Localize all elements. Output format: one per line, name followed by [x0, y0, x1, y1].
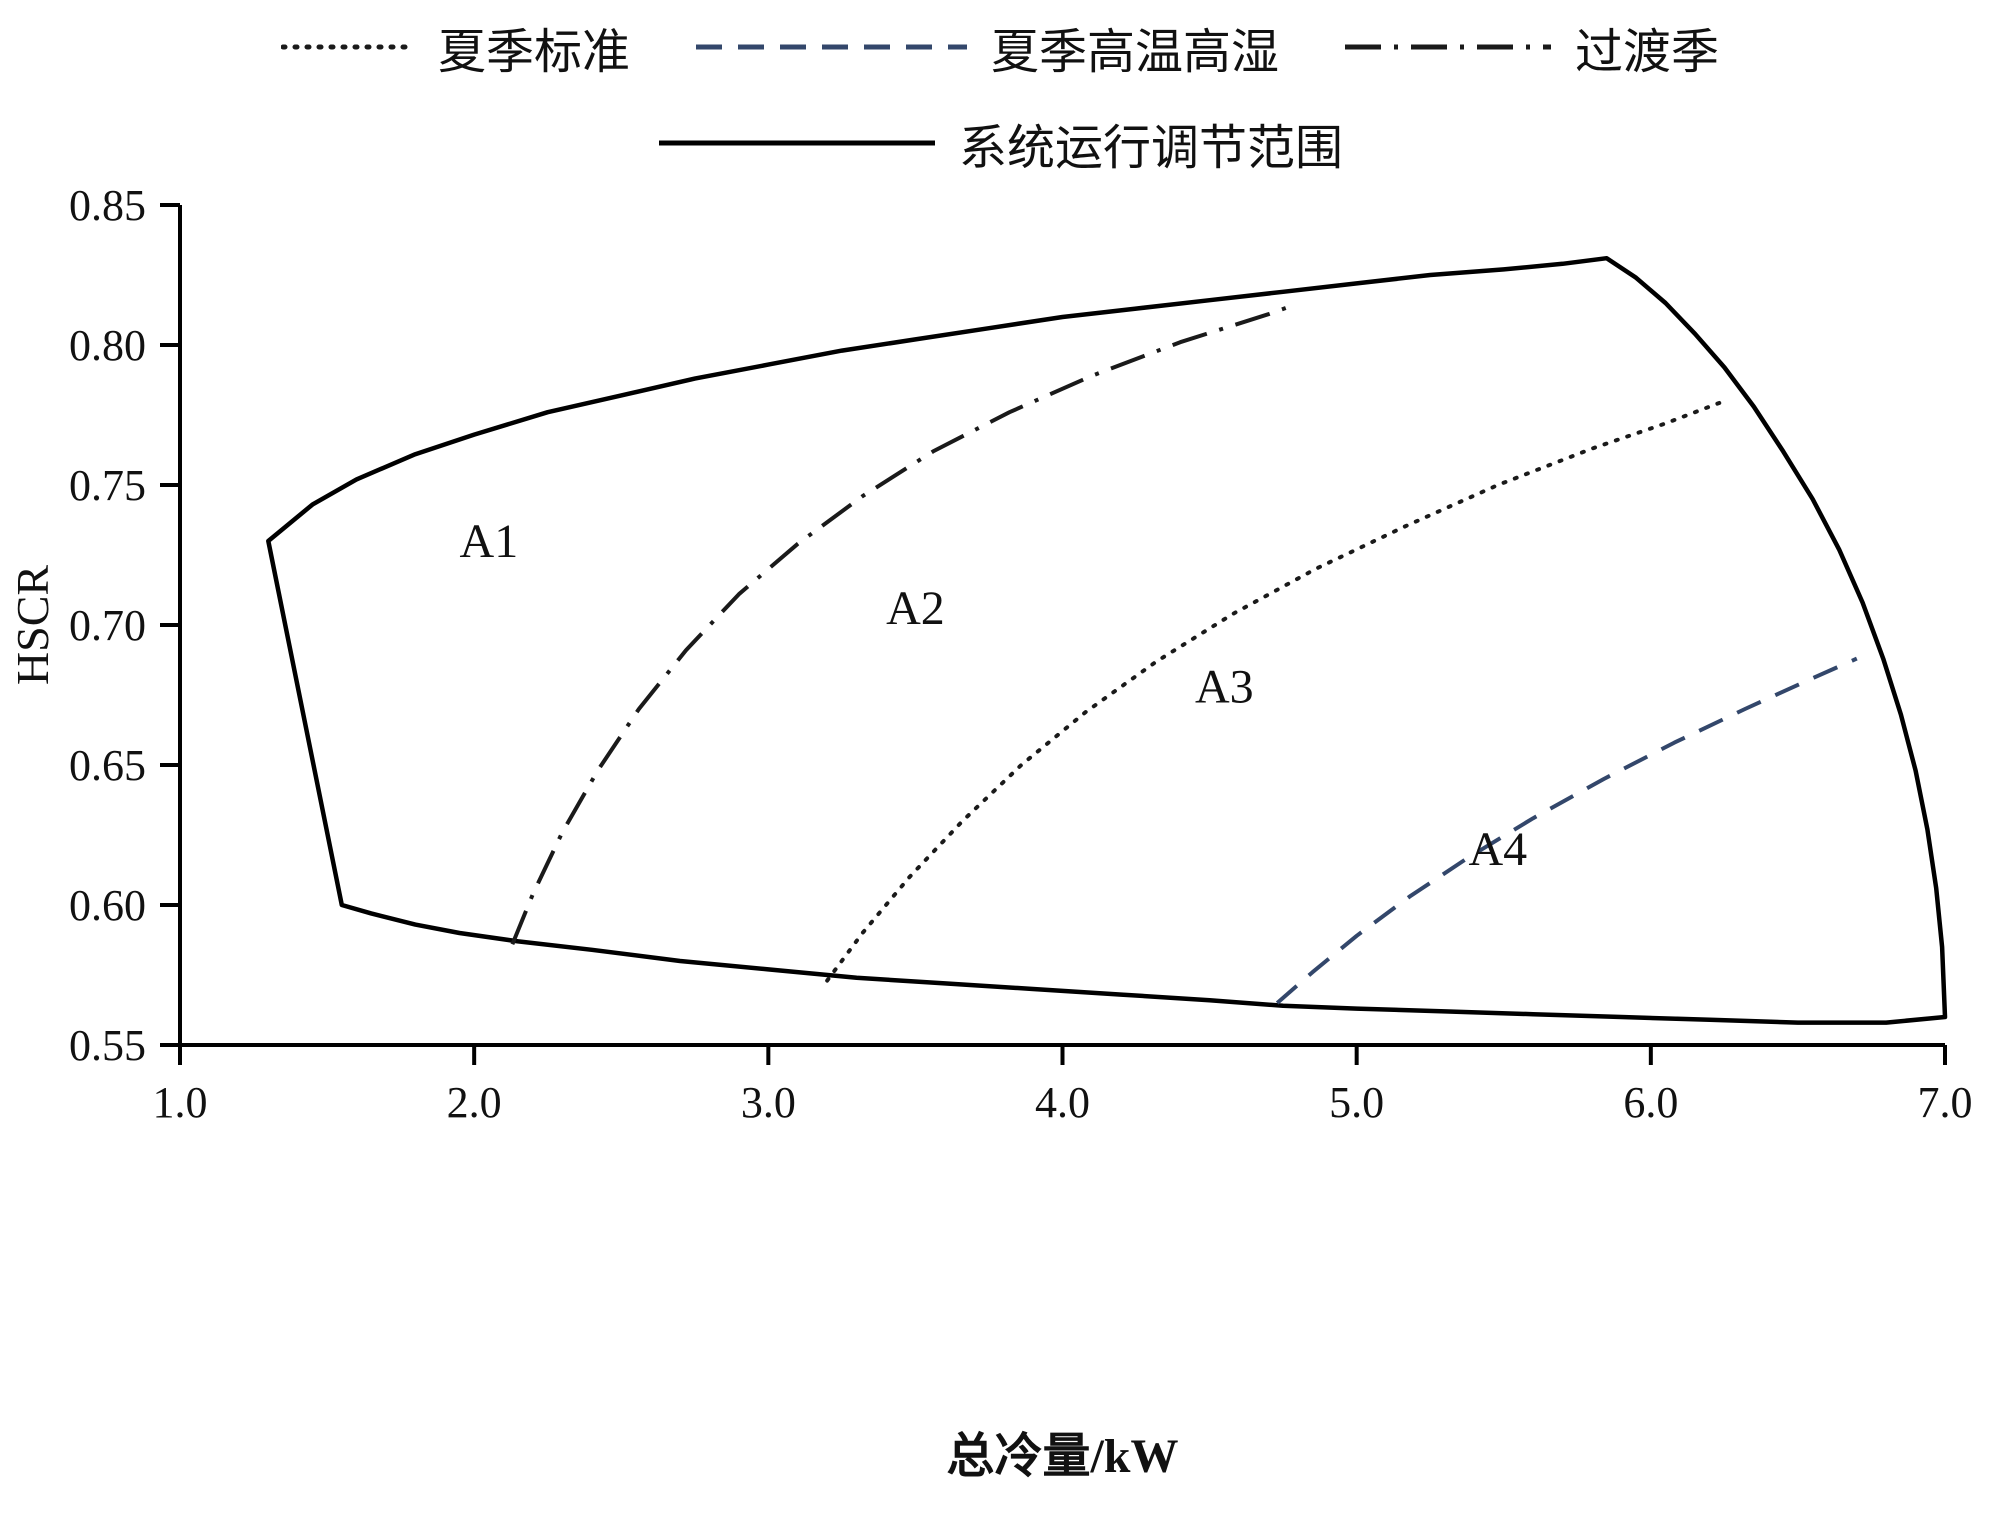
x-axis-title: 总冷量/kW	[946, 1430, 1178, 1483]
x-tick-label: 7.0	[1918, 1078, 1973, 1127]
region-label-A3: A3	[1195, 661, 1254, 714]
transition-season-line	[510, 303, 1293, 945]
y-tick-label: 0.75	[69, 461, 146, 510]
summer-hot-humid-line	[1275, 656, 1858, 1005]
y-tick-label: 0.55	[69, 1021, 146, 1070]
y-tick-label: 0.85	[69, 181, 146, 230]
x-tick-label: 3.0	[741, 1078, 796, 1127]
x-tick-label: 2.0	[447, 1078, 502, 1127]
y-tick-label: 0.70	[69, 601, 146, 650]
region-label-A4: A4	[1469, 823, 1528, 876]
x-tick-label: 4.0	[1035, 1078, 1090, 1127]
region-label-A2: A2	[886, 582, 945, 635]
x-tick-label: 6.0	[1623, 1078, 1678, 1127]
summer-standard-line	[825, 399, 1727, 983]
operating-range-line	[266, 255, 1948, 1025]
y-tick-label: 0.80	[69, 321, 146, 370]
x-tick-label: 5.0	[1329, 1078, 1384, 1127]
x-tick-label: 1.0	[153, 1078, 208, 1127]
y-tick-label: 0.65	[69, 741, 146, 790]
y-tick-label: 0.60	[69, 881, 146, 930]
y-axis-title: HSCR	[7, 565, 58, 685]
region-label-A1: A1	[460, 515, 519, 568]
